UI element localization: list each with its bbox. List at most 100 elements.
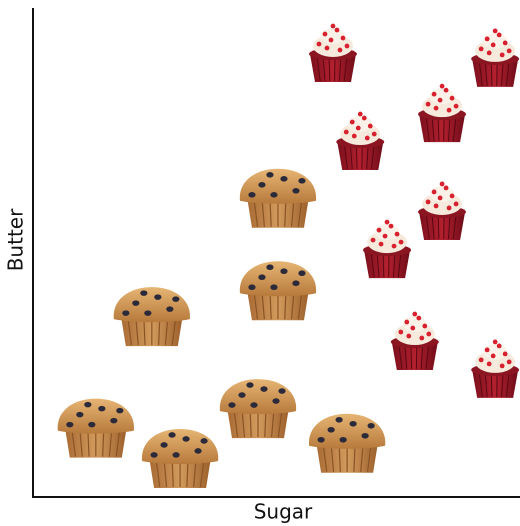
sprinkle xyxy=(439,83,445,89)
sprinkle xyxy=(506,48,512,54)
point xyxy=(308,23,357,83)
sprinkle xyxy=(484,347,490,353)
point xyxy=(113,287,190,347)
sprinkle xyxy=(357,111,363,117)
frosting xyxy=(475,350,516,373)
sprinkle xyxy=(351,133,357,139)
cupcake-pleat xyxy=(490,371,493,397)
sprinkle xyxy=(449,193,455,199)
sprinkle xyxy=(499,363,505,369)
cupcake-pleat xyxy=(382,252,385,278)
frosting-top xyxy=(375,224,400,241)
sprinkle xyxy=(388,223,394,229)
blueberry xyxy=(278,388,286,394)
sprinkle xyxy=(496,32,502,38)
frosting-top xyxy=(320,28,345,45)
sprinkle xyxy=(340,35,346,41)
cupcake-pleat xyxy=(322,55,326,82)
sprinkle xyxy=(492,28,498,34)
cupcake-pleat xyxy=(370,252,375,278)
blueberry xyxy=(140,290,148,296)
blueberry xyxy=(132,300,140,306)
blueberry xyxy=(280,268,288,275)
sprinkle xyxy=(437,97,443,103)
cupcake-pleat xyxy=(478,371,483,397)
point xyxy=(219,379,297,439)
cupcake-pleat xyxy=(431,213,435,239)
blueberry xyxy=(116,407,124,414)
blueberry xyxy=(228,402,236,408)
muffin-pleat xyxy=(135,317,139,346)
sprinkle xyxy=(410,325,416,331)
sprinkle xyxy=(371,131,377,137)
muffin-dome xyxy=(141,428,219,464)
sprinkle xyxy=(412,311,418,317)
muffin-pleat xyxy=(290,291,295,320)
sprinkle xyxy=(490,353,496,359)
blueberry xyxy=(266,264,274,271)
muffin-pleat xyxy=(115,428,121,457)
frosting-top xyxy=(483,343,508,360)
cupcake-pleat xyxy=(349,143,353,170)
point xyxy=(390,311,439,371)
blueberry xyxy=(66,421,74,428)
cupcake-pleat xyxy=(501,60,504,86)
point xyxy=(239,261,317,321)
blueberry xyxy=(335,416,343,423)
blueberry xyxy=(260,386,268,392)
sprinkle xyxy=(343,129,349,135)
point xyxy=(471,28,520,87)
cupcake-pleat xyxy=(343,143,348,170)
sprinkle xyxy=(422,323,428,329)
sprinkle xyxy=(443,87,449,93)
cupcake-pleat xyxy=(447,213,451,239)
sprinkle xyxy=(391,243,397,249)
muffin-pleat xyxy=(241,409,245,438)
cupcake-pleat xyxy=(425,343,430,370)
frosting-top xyxy=(430,88,455,105)
frosting xyxy=(394,323,435,346)
frosting xyxy=(475,39,516,62)
muffin-dome xyxy=(308,413,386,449)
point xyxy=(336,111,385,171)
frosting xyxy=(340,123,381,146)
blueberry xyxy=(280,175,288,182)
muffin-pleat xyxy=(360,443,364,472)
cupcake-pleat xyxy=(392,252,396,278)
sprinkle xyxy=(324,45,330,51)
sprinkle xyxy=(322,31,328,37)
cupcake-pleat xyxy=(490,60,493,86)
muffin-pleat xyxy=(171,317,177,346)
frosting-top xyxy=(402,316,427,333)
sprinkle xyxy=(364,135,370,141)
sprinkle xyxy=(478,46,484,52)
blueberry xyxy=(248,284,256,291)
sprinkle xyxy=(398,329,404,335)
sprinkle xyxy=(486,50,492,56)
sprinkle xyxy=(419,335,425,341)
cupcake-pleat xyxy=(452,116,457,142)
point xyxy=(141,428,219,488)
blueberry xyxy=(292,187,300,194)
blueberry xyxy=(238,392,246,398)
sprinkle xyxy=(431,189,437,195)
sprinkle xyxy=(394,231,400,237)
cupcake-pleat xyxy=(425,116,430,142)
blueberry xyxy=(298,270,306,277)
muffin-pleat xyxy=(79,428,83,457)
sprinkle xyxy=(453,201,459,207)
muffin-pleat xyxy=(330,443,335,472)
blueberry xyxy=(110,417,118,424)
frosting-top xyxy=(348,116,373,133)
sprinkle xyxy=(449,95,455,101)
sprinkle xyxy=(349,119,355,125)
cupcake-pleat xyxy=(452,213,457,240)
blueberry xyxy=(122,310,130,316)
cupcake-pleat xyxy=(328,55,331,82)
blueberry xyxy=(194,448,202,454)
muffin-pleat xyxy=(163,458,168,487)
cupcake-pleat xyxy=(447,116,451,142)
point xyxy=(308,413,386,473)
sprinkle xyxy=(406,333,412,339)
sprinkle xyxy=(437,195,443,201)
